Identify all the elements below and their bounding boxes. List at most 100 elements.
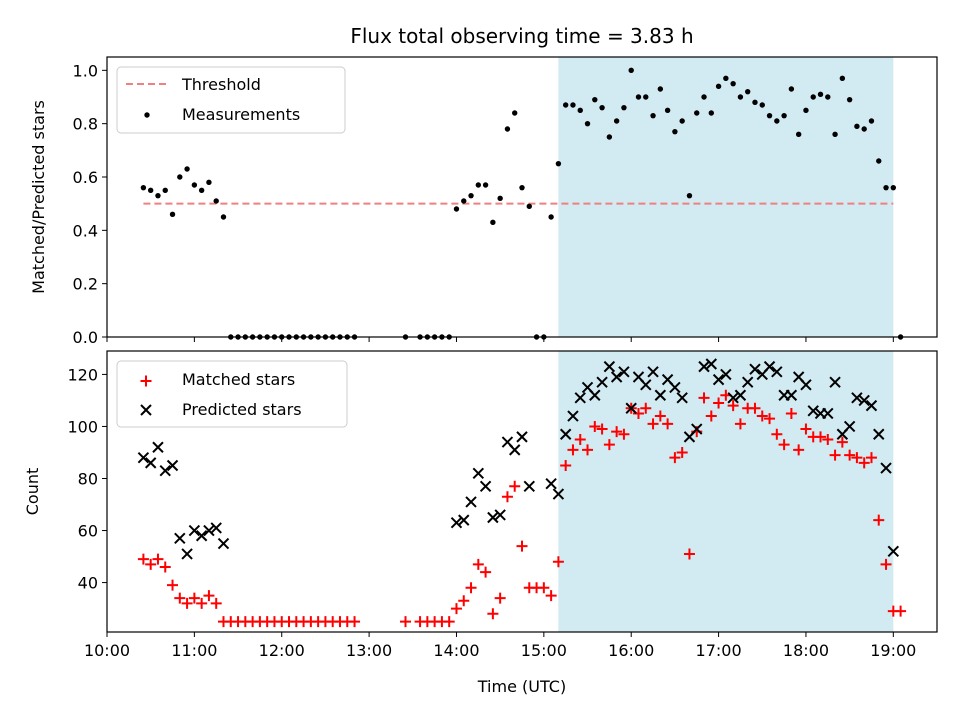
matched-star-point — [480, 566, 492, 578]
measurement-point — [599, 104, 605, 111]
predicted-star-point — [829, 376, 841, 388]
matched-star-point — [552, 556, 564, 568]
measurement-point — [650, 112, 656, 119]
x-tick-label: 11:00 — [171, 641, 217, 660]
predicted-star-point — [516, 431, 528, 443]
predicted-star-point — [734, 389, 747, 401]
measurement-point — [584, 120, 591, 127]
measurement-point — [672, 128, 678, 135]
predicted-star-point — [705, 358, 718, 370]
legend-box — [116, 360, 348, 428]
measurement-point — [868, 118, 875, 124]
matched-star-point — [174, 592, 186, 604]
ratio-y-axis-label: Matched/Predicted stars — [29, 100, 48, 294]
measurement-point — [752, 99, 758, 106]
ratio-plot-frame — [106, 56, 938, 338]
measurement-point — [715, 83, 722, 90]
measurement-point — [803, 107, 809, 114]
predicted-star-point — [654, 389, 667, 401]
predicted-star-point — [589, 389, 601, 401]
x-tick-label: 15:00 — [521, 641, 567, 660]
measurement-point — [482, 182, 489, 188]
matched-star-point — [545, 590, 557, 602]
measurement-point — [817, 91, 824, 98]
matched-star-point — [865, 452, 877, 464]
matched-star-point — [764, 413, 776, 425]
measurement-point — [504, 126, 511, 132]
matched-star-point — [400, 616, 412, 628]
predicted-star-point — [822, 407, 834, 420]
predicted-star-point — [851, 392, 863, 404]
predicted-star-point — [741, 376, 754, 388]
legend-predicted-label: Predicted stars — [182, 400, 302, 419]
predicted-star-point — [545, 477, 557, 490]
measurement-point — [643, 94, 649, 100]
measurement-point — [490, 219, 496, 226]
measurement-point — [701, 94, 707, 100]
legend-box — [116, 66, 346, 134]
matched-star-point — [640, 402, 652, 414]
measurement-point — [657, 86, 664, 92]
measurement-point — [861, 126, 867, 132]
legend-threshold-label: Threshold — [181, 75, 261, 94]
predicted-star-point — [669, 381, 681, 394]
count-y-tick-label: 60 — [78, 522, 98, 541]
predicted-star-point — [720, 368, 732, 381]
matched-star-point — [632, 407, 644, 419]
legend-measurement-swatch — [144, 112, 150, 118]
x-tick-label: 18:00 — [783, 641, 829, 660]
measurement-point — [679, 118, 685, 124]
ratio-y-tick-label: 0.0 — [73, 328, 98, 347]
legend-matched-swatch — [140, 375, 152, 387]
predicted-star-point — [166, 459, 179, 472]
predicted-star-point — [610, 371, 623, 383]
measurement-point — [664, 107, 671, 114]
predicted-star-point — [800, 379, 812, 391]
matched-star-point — [152, 553, 164, 565]
measurement-point — [766, 112, 773, 119]
measurement-point — [570, 102, 576, 108]
predicted-star-point — [640, 379, 652, 391]
predicted-star-point — [727, 392, 739, 404]
measurement-point — [562, 102, 569, 108]
predicted-star-point — [523, 480, 535, 493]
measurement-point — [475, 182, 482, 188]
measurement-point — [555, 160, 562, 167]
matched-star-point — [611, 426, 623, 438]
matched-star-point — [196, 597, 208, 609]
count-y-axis-label: Count — [23, 468, 42, 516]
matched-star-point — [727, 400, 739, 412]
predicted-star-point — [487, 511, 499, 524]
predicted-star-point — [574, 392, 586, 404]
matched-star-point — [560, 459, 572, 471]
predicted-star-point — [494, 509, 506, 521]
measurement-point — [213, 198, 219, 204]
predicted-star-point — [195, 530, 208, 542]
ratio-y-tick-label: 0.6 — [73, 168, 98, 187]
chart-title: Flux total observing time = 3.83 h — [350, 24, 693, 48]
matched-star-point — [596, 423, 608, 435]
predicted-star-point — [807, 405, 819, 417]
measurement-point — [854, 123, 860, 130]
measurement-point — [206, 179, 212, 186]
measurement-point — [694, 110, 700, 116]
matched-star-point — [705, 410, 717, 422]
predicted-star-point — [691, 423, 703, 435]
predicted-star-point — [873, 428, 885, 440]
measurement-point — [512, 110, 518, 116]
matched-star-point — [458, 595, 470, 607]
predicted-star-point — [458, 514, 470, 526]
matched-star-point — [443, 616, 455, 628]
legend-matched-label: Matched stars — [182, 370, 295, 389]
predicted-star-point — [887, 545, 900, 558]
measurement-point — [795, 131, 802, 138]
predicted-star-point — [465, 496, 477, 508]
measurement-point — [220, 214, 227, 220]
x-tick-label: 17:00 — [696, 641, 742, 660]
predicted-star-point — [698, 360, 710, 373]
predicted-star-point — [785, 389, 798, 401]
matched-star-point — [785, 407, 797, 419]
predicted-star-point — [647, 366, 659, 378]
predicted-star-point — [144, 457, 157, 469]
measurement-point — [876, 158, 882, 164]
